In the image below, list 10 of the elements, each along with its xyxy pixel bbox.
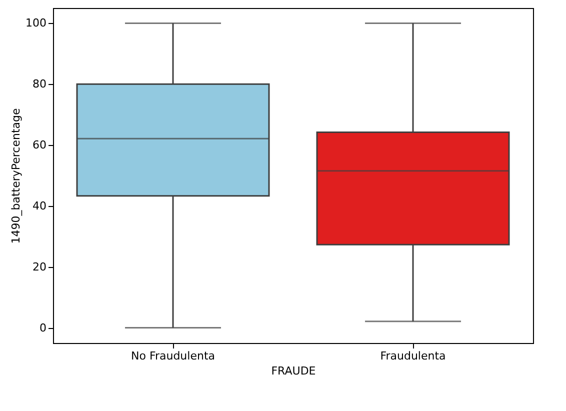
y-axis-title: 1490_batteryPercentage [10, 108, 23, 244]
x-tick-label: Fraudulenta [380, 350, 446, 362]
y-tick-label: 100 [26, 16, 46, 30]
y-tick-label: 60 [32, 138, 46, 152]
y-tick-label: 80 [32, 78, 46, 91]
x-axis-title: FRAUDE [271, 364, 316, 378]
y-tick-label: 20 [32, 260, 46, 274]
y-tick-label: 0 [40, 321, 46, 334]
y-tick-label: 40 [32, 199, 46, 212]
x-tick-label: No Fraudulenta [130, 350, 216, 362]
